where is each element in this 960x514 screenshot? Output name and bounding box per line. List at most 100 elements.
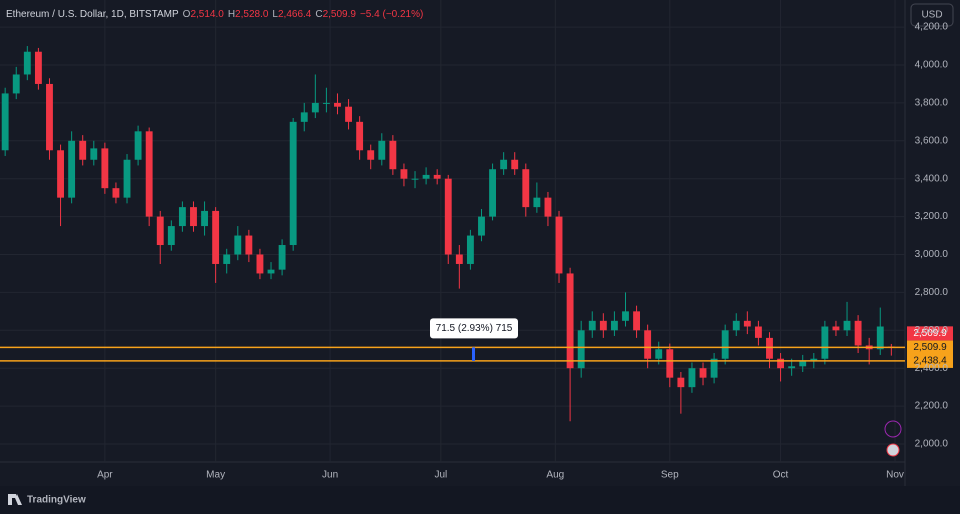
candle-body — [178, 207, 186, 227]
ohlc-value: 2,528.0 — [235, 9, 269, 20]
y-tick-label: 3,200.0 — [915, 211, 949, 222]
candle-body — [433, 174, 441, 179]
candle-body — [533, 197, 541, 208]
candle-body — [511, 159, 519, 170]
ohlc-key: H — [228, 9, 235, 20]
candle-body — [311, 102, 319, 113]
candle-body — [123, 159, 131, 198]
candle-body — [356, 121, 364, 151]
candle-body — [112, 188, 120, 198]
y-tick-label: 3,400.0 — [915, 173, 949, 184]
symbol: Ethereum / U.S. Dollar, 1D, BITSTAMP — [6, 9, 179, 20]
candle-body — [489, 169, 496, 217]
y-tick-label: 3,800.0 — [915, 98, 949, 109]
candle-body — [843, 320, 851, 331]
candle-body — [223, 254, 231, 264]
candle-body — [190, 207, 197, 227]
candle-body — [666, 349, 674, 378]
x-tick-label: Jul — [434, 470, 447, 481]
candle-body — [444, 178, 452, 255]
candle-body — [610, 320, 618, 331]
candle-body — [322, 102, 330, 104]
candle-body — [788, 366, 796, 369]
candle-body — [212, 210, 220, 264]
candle-body — [754, 326, 762, 338]
candle-body — [334, 102, 341, 107]
candle-body — [201, 210, 208, 227]
candle-body — [732, 320, 740, 331]
candle-body — [876, 326, 884, 350]
candle-body — [500, 159, 508, 170]
flag-icon[interactable] — [886, 443, 900, 457]
candle-body — [156, 216, 164, 246]
last-price: 2,509.9 — [913, 328, 947, 339]
currency[interactable]: USD — [921, 10, 942, 21]
y-tick-label: 2,000.0 — [915, 439, 949, 450]
footer-bar — [0, 486, 960, 514]
candle-body — [478, 216, 485, 236]
ohlc-key: C — [315, 9, 322, 20]
candle-body — [577, 330, 585, 369]
candle-body — [810, 358, 818, 361]
candle-body — [777, 358, 785, 369]
candle-body — [267, 269, 275, 274]
candle-body — [411, 178, 419, 180]
x-tick-label: May — [206, 470, 225, 481]
candle-body — [389, 140, 397, 170]
measure-box — [430, 318, 518, 339]
candle-body — [821, 326, 829, 359]
candle-body — [854, 320, 862, 346]
candle-body — [555, 216, 563, 274]
candle-body — [766, 337, 773, 359]
currency-button[interactable] — [910, 3, 954, 27]
candle-body — [688, 368, 696, 388]
candle-body — [57, 150, 64, 198]
measure-bar — [472, 347, 475, 361]
candle-body — [34, 51, 42, 84]
candle-body — [799, 360, 807, 367]
candle-body — [832, 326, 840, 331]
candle-body — [256, 254, 264, 274]
candle-body — [655, 349, 663, 359]
y-tick-label: 2,400.0 — [915, 363, 949, 374]
y-tick-label: 4,000.0 — [915, 60, 949, 71]
ohlc-value: 2,466.4 — [278, 9, 312, 20]
overlay: 2,509.9 2,438.4 71.5 (2.93%) 715 2,509.9 — [0, 318, 953, 368]
x-tick-label: Oct — [773, 470, 789, 481]
candles — [1, 46, 895, 422]
candle-body — [234, 235, 242, 255]
candle-body — [677, 377, 685, 388]
candle-body — [544, 197, 552, 217]
header-legend: Ethereum / U.S. Dollar, 1D, BITSTAMP O2,5… — [6, 9, 423, 20]
candle-body — [145, 131, 153, 217]
candle-body — [79, 140, 87, 160]
candle-body — [699, 368, 707, 378]
x-tick-label: Sep — [661, 470, 679, 481]
x-tick-label: Jun — [322, 470, 338, 481]
price-label: 2,509.9 — [913, 342, 947, 353]
candle-body — [743, 320, 751, 327]
y-tick-label: 4,200.0 — [915, 22, 949, 33]
brand-logo — [8, 494, 22, 505]
price-label-box — [907, 340, 953, 355]
candle-body — [721, 330, 729, 359]
candle-body — [422, 174, 430, 179]
candle-body — [134, 131, 142, 160]
last-price-box — [907, 326, 953, 341]
candle-body — [633, 311, 640, 331]
candle-body — [466, 235, 474, 264]
candle-body — [1, 93, 9, 151]
x-tick-label: Apr — [97, 470, 113, 481]
candle-body — [12, 74, 20, 94]
y-tick-label: 2,800.0 — [915, 287, 949, 298]
measure-label: 71.5 (2.93%) 715 — [436, 323, 513, 334]
candle-body — [644, 330, 652, 359]
candle-body — [378, 140, 386, 160]
event-icon[interactable] — [884, 420, 902, 438]
candle-body — [345, 106, 352, 122]
candle-body — [46, 83, 53, 151]
candle-body — [622, 311, 629, 321]
change: −5.4 (−0.21%) — [360, 9, 423, 20]
